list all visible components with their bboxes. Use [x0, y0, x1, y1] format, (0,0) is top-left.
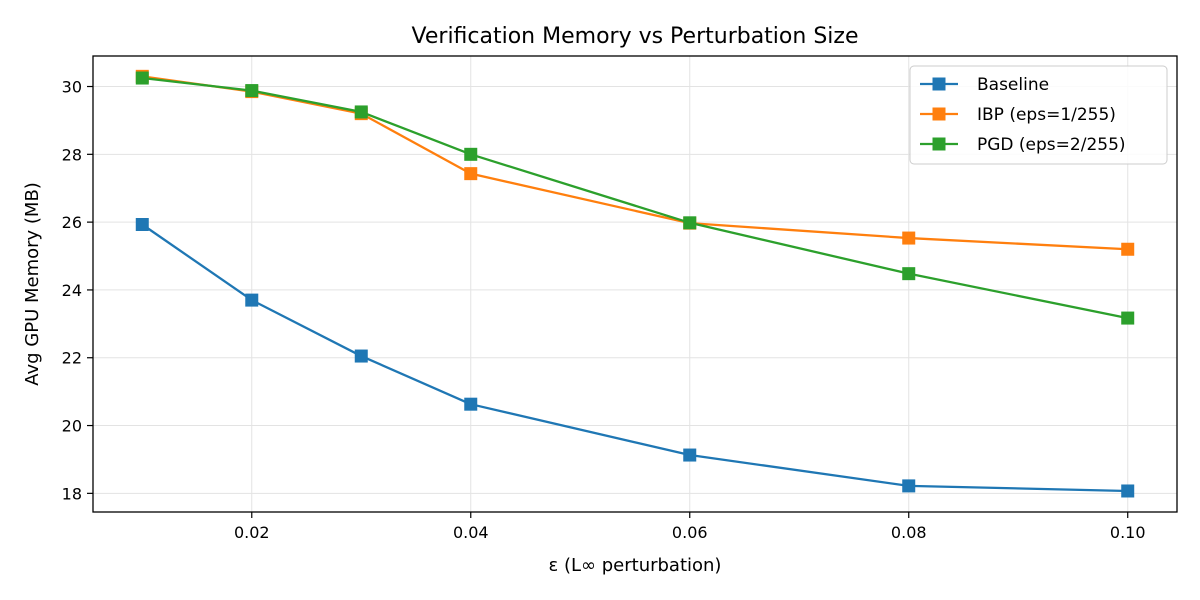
x-tick-label: 0.10 — [1110, 523, 1146, 542]
legend: Baseline IBP (eps=1/255) PGD (eps=2/255) — [909, 65, 1168, 165]
y-tick-label: 24 — [62, 281, 82, 300]
series-layer — [135, 69, 1135, 498]
data-point-marker — [1121, 484, 1135, 498]
x-tick-label: 0.04 — [453, 523, 489, 542]
data-point-marker — [135, 71, 149, 85]
grid-lines — [93, 56, 1177, 512]
data-point-marker — [1121, 311, 1135, 325]
x-tick-label: 0.08 — [891, 523, 927, 542]
data-point-marker — [683, 216, 697, 230]
data-point-marker — [245, 84, 259, 98]
y-tick-label: 30 — [62, 78, 82, 97]
data-point-marker — [902, 479, 916, 493]
data-point-marker — [464, 147, 478, 161]
legend-box — [909, 65, 1168, 165]
x-axis-label: ε (L∞ perturbation) — [549, 555, 722, 576]
legend-label: Baseline — [977, 75, 1049, 95]
data-point-marker — [354, 105, 368, 119]
legend-entry: IBP (eps=1/255) — [920, 105, 1116, 125]
legend-marker — [932, 77, 946, 91]
data-point-marker — [1121, 242, 1135, 256]
legend-entry: PGD (eps=2/255) — [920, 135, 1126, 155]
y-tick-label: 22 — [62, 349, 82, 368]
y-tick-label: 18 — [62, 484, 82, 503]
series-3 — [135, 71, 1135, 325]
data-point-marker — [135, 217, 149, 231]
x-tick-label: 0.02 — [234, 523, 270, 542]
plot-frame — [92, 55, 1178, 513]
legend-marker — [932, 137, 946, 151]
legend-marker — [932, 107, 946, 121]
data-point-marker — [464, 167, 478, 181]
data-point-marker — [354, 349, 368, 363]
chart-title: Verification Memory vs Perturbation Size — [412, 24, 859, 49]
data-point-marker — [902, 267, 916, 281]
y-tick-label: 26 — [62, 213, 82, 232]
x-tick-label: 0.06 — [672, 523, 708, 542]
data-point-marker — [245, 293, 259, 307]
series-1 — [135, 217, 1135, 498]
data-point-marker — [902, 231, 916, 245]
data-point-marker — [464, 397, 478, 411]
data-point-marker — [683, 448, 697, 462]
y-tick-label: 20 — [62, 417, 82, 436]
legend-label: IBP (eps=1/255) — [977, 105, 1116, 125]
axis-ticks: 0.02 0.04 0.06 0.08 0.10 18 20 22 24 26 28 30 — [62, 78, 1146, 542]
y-tick-label: 28 — [62, 145, 82, 164]
y-axis-label: Avg GPU Memory (MB) — [22, 182, 43, 386]
legend-label: PGD (eps=2/255) — [977, 135, 1126, 155]
legend-entry: Baseline — [920, 75, 1049, 95]
